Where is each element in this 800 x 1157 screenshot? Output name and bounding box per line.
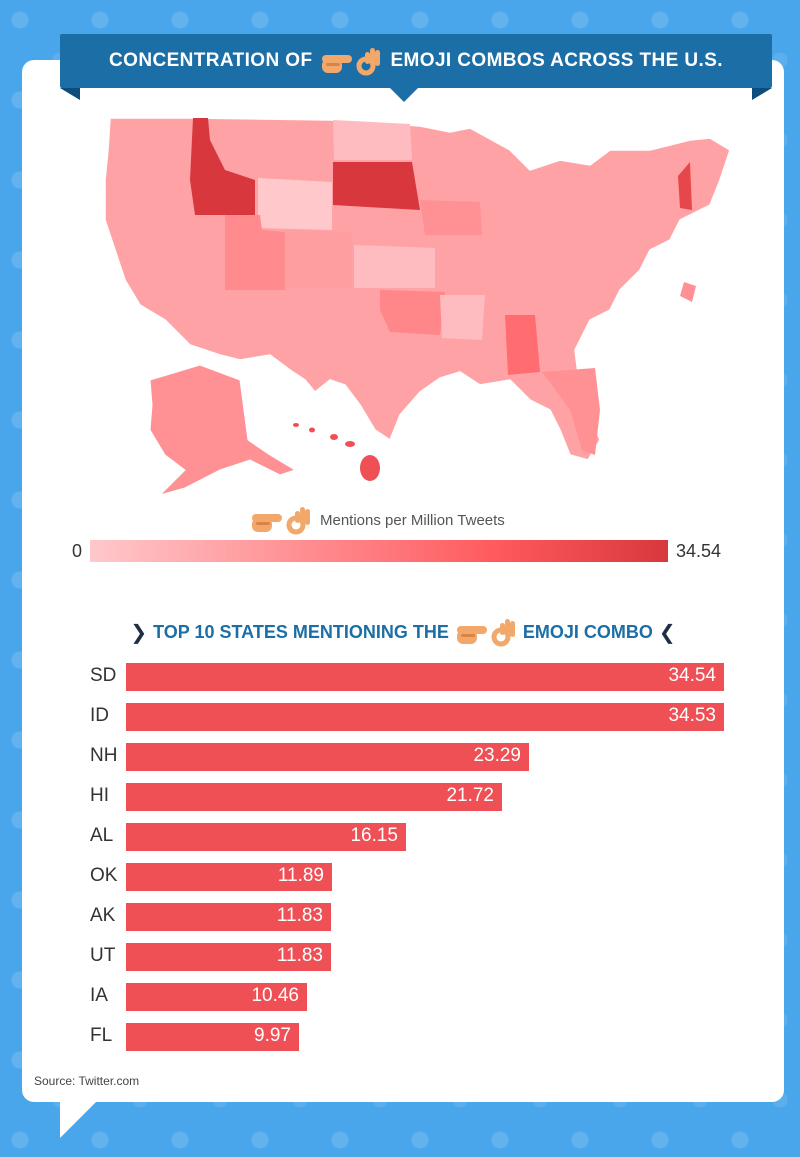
bar-value-label: 21.72 [446, 785, 494, 806]
bar-category-label: SD [90, 665, 117, 686]
map-state-alaska [149, 364, 297, 496]
title-emoji-pair [320, 46, 382, 76]
legend-max-label: 34.54 [676, 541, 722, 561]
pointing-hand-icon [252, 514, 282, 532]
section-heading-before: TOP 10 STATES MENTIONING THE [153, 621, 449, 642]
ribbon-fold-left [60, 88, 80, 100]
bar-ia [126, 983, 307, 1011]
map-state-kansas [354, 245, 435, 288]
ok-hand-icon [356, 48, 381, 76]
bar-sd [126, 663, 724, 691]
bar-value-label: 34.54 [668, 665, 716, 686]
bar-category-label: IA [90, 985, 108, 1006]
map-hawaii-island-2 [345, 441, 355, 447]
map-state-oklahoma [380, 290, 445, 335]
bar-category-label: FL [90, 1025, 113, 1046]
map-state-delaware [680, 282, 696, 302]
title-ribbon: CONCENTRATION OF EMOJI COMBOS ACROSS THE… [60, 34, 772, 88]
map-hawaii-island-5 [293, 423, 299, 427]
bar-value-label: 11.83 [276, 905, 323, 926]
us-map [90, 110, 750, 510]
pointing-hand-icon [456, 626, 487, 644]
map-hawaii-island-3 [330, 434, 338, 440]
bar-nh [126, 743, 529, 771]
bar-category-label: ID [90, 705, 109, 726]
pointing-hand-icon [322, 55, 353, 73]
card-speech-tail [60, 1098, 100, 1138]
map-state-colorado [286, 230, 352, 288]
map-state-alabama [505, 315, 540, 375]
map-state-north-dakota [333, 120, 412, 160]
bar-category-label: OK [90, 865, 118, 886]
ok-hand-icon [491, 619, 515, 647]
legend-title-text: Mentions per Million Tweets [320, 511, 505, 529]
bar-category-label: NH [90, 745, 118, 766]
bar-value-label: 10.46 [251, 985, 299, 1006]
ribbon-fold-right [752, 88, 772, 100]
section-heading: ❯ TOP 10 STATES MENTIONING THE EMOJI COM… [68, 612, 738, 652]
section-emoji-pair [455, 617, 517, 647]
ribbon-pointer [390, 88, 418, 102]
map-hawaii-island-4 [309, 427, 315, 433]
bar-value-label: 23.29 [473, 745, 521, 766]
chevron-left-icon: ❮ [658, 621, 676, 644]
bar-value-label: 9.97 [254, 1025, 291, 1046]
bar-value-label: 11.83 [276, 945, 323, 966]
bar-hi [126, 783, 502, 811]
chevron-right-icon: ❯ [130, 621, 148, 644]
map-state-iowa [420, 200, 482, 235]
map-state-florida [542, 368, 600, 455]
map-state-wyoming [258, 178, 332, 230]
map-state-utah [225, 215, 285, 290]
bar-ut [126, 943, 331, 971]
bar-category-label: UT [90, 945, 116, 966]
legend-title: Mentions per Million Tweets [250, 500, 505, 540]
bar-category-label: HI [90, 785, 109, 806]
bar-value-label: 34.53 [668, 705, 716, 726]
map-state-hawaii [360, 455, 380, 481]
bar-id [126, 703, 724, 731]
legend-gradient-bar [90, 540, 668, 562]
bar-value-label: 11.89 [277, 865, 324, 886]
source-note: Source: Twitter.com [34, 1074, 140, 1088]
section-heading-after: EMOJI COMBO [522, 621, 653, 642]
map-state-arkansas [440, 295, 485, 340]
map-state-idaho [190, 118, 255, 215]
bar-category-label: AK [90, 905, 116, 926]
legend-min-label: 0 [72, 541, 83, 561]
legend-emoji-pair [250, 505, 312, 535]
ok-hand-icon [286, 507, 310, 535]
bar-ak [126, 903, 331, 931]
bar-fl [126, 1023, 299, 1051]
page-title-after: EMOJI COMBOS ACROSS THE U.S. [390, 50, 723, 71]
bar-value-label: 16.15 [350, 825, 398, 846]
map-state-south-dakota [333, 162, 420, 210]
page-title-before: CONCENTRATION OF [109, 50, 313, 71]
bar-ok [126, 863, 332, 891]
bar-category-label: AL [90, 825, 114, 846]
map-state-new-hampshire [678, 162, 692, 210]
bar-al [126, 823, 406, 851]
